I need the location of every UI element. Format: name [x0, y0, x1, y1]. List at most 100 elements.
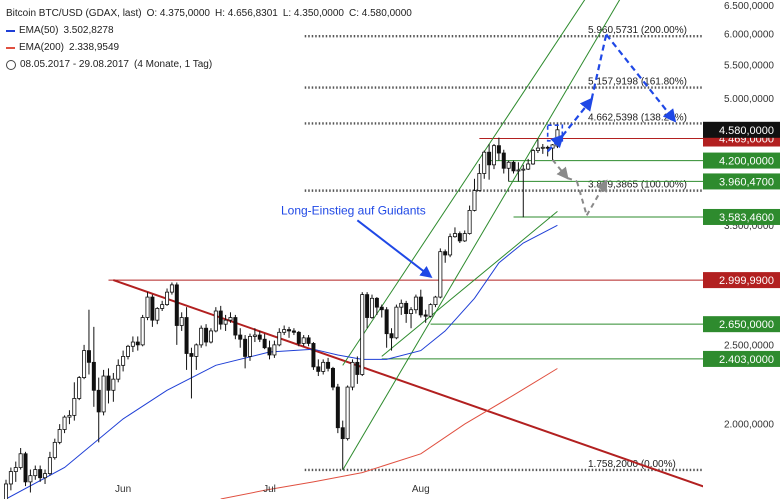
candle-body — [452, 233, 457, 238]
candle-body — [62, 416, 67, 430]
candle-body — [243, 338, 248, 357]
candle — [204, 324, 209, 347]
candle — [145, 292, 150, 321]
candle — [199, 325, 204, 348]
ema200-swatch — [6, 46, 15, 49]
legend-title-row: Bitcoin BTC/USD (GDAX, last) O: 4.375,00… — [6, 5, 412, 22]
candle-body — [189, 353, 194, 357]
candle — [272, 340, 277, 358]
candle — [350, 359, 355, 391]
candle-body — [448, 236, 453, 256]
candle — [189, 347, 194, 399]
candle — [345, 385, 350, 441]
candle-body — [433, 296, 438, 306]
candle — [521, 164, 526, 218]
candle-body — [360, 294, 365, 375]
candle-body — [218, 310, 223, 325]
candle-body — [233, 317, 238, 336]
candle-body — [457, 233, 462, 242]
candle-body — [23, 453, 28, 483]
candle — [501, 149, 506, 174]
y-tick-label: 5.000,0000 — [724, 94, 774, 105]
fib-level-label: 5.157,9198 (161.80%) — [588, 77, 687, 88]
candle — [18, 448, 23, 470]
candle — [155, 307, 160, 325]
candle-body — [291, 330, 296, 333]
candle-body — [350, 361, 355, 388]
candle — [433, 295, 438, 308]
candle-body — [33, 469, 38, 477]
candle-body — [262, 338, 267, 349]
candle-body — [511, 161, 516, 172]
candle-body — [140, 317, 145, 346]
interval: (4 Monate, 1 Tag) — [133, 59, 213, 70]
candle — [38, 465, 43, 482]
candle-body — [423, 314, 428, 317]
candle — [374, 297, 379, 315]
candle-body — [43, 473, 48, 479]
ema200-value: 2.338,9549 — [69, 42, 120, 53]
candle — [121, 350, 126, 372]
candle — [443, 249, 448, 263]
downtrend-line — [113, 279, 703, 488]
candle — [472, 178, 477, 212]
projection-blue-segment — [605, 33, 677, 123]
candle-body — [267, 347, 272, 356]
candle-body — [8, 471, 13, 485]
candle — [389, 328, 394, 351]
legend-range-row: 08.05.2017 - 29.08.2017 (4 Monate, 1 Tag… — [6, 56, 412, 73]
ema50-value: 3.502,8278 — [63, 25, 114, 36]
candle — [467, 205, 472, 235]
candle-body — [194, 344, 199, 357]
candle-body — [506, 161, 511, 169]
candle-body — [252, 334, 257, 337]
candle-body — [38, 469, 43, 479]
chart-legend: Bitcoin BTC/USD (GDAX, last) O: 4.375,00… — [6, 5, 412, 73]
candle — [160, 300, 165, 312]
candle — [4, 479, 9, 499]
candle — [369, 294, 374, 319]
candle-body — [477, 173, 482, 191]
candle — [535, 139, 540, 154]
fib-level-label: 5.960,5731 (200.00%) — [588, 25, 687, 36]
candle-body — [4, 483, 9, 499]
candle — [130, 336, 135, 353]
candle — [165, 288, 170, 306]
candle-body — [379, 306, 384, 311]
candle-body — [501, 152, 506, 169]
candle — [448, 233, 453, 258]
candle-body — [301, 337, 306, 344]
candle-body — [184, 317, 189, 354]
candle — [101, 369, 106, 416]
candle-body — [238, 334, 243, 340]
candle-body — [369, 297, 374, 318]
candle-body — [57, 429, 62, 443]
candle — [72, 382, 77, 421]
candle-body — [247, 336, 252, 357]
open-value: O: 4.375,0000 — [146, 8, 210, 19]
candle — [111, 372, 116, 402]
candle-body — [150, 296, 155, 321]
price-tag-label: 2.999,9900 — [719, 275, 774, 287]
price-tag-label: 2.403,0000 — [719, 354, 774, 366]
candle-body — [160, 304, 165, 309]
y-tick-label: 2.000,0000 — [724, 420, 774, 431]
candle — [394, 304, 399, 340]
candle-body — [208, 330, 213, 343]
annotation-text: Long-Einstieg auf Guidants — [281, 203, 426, 217]
close-value: C: 4.580,0000 — [348, 8, 412, 19]
candle-body — [82, 350, 87, 378]
candle-body — [130, 341, 135, 347]
price-tag: 4.200,0000 — [703, 152, 780, 169]
candle-body — [389, 333, 394, 339]
candle — [296, 330, 301, 347]
candle-body — [67, 414, 72, 418]
candle — [326, 357, 331, 372]
ema50-line — [5, 224, 558, 499]
candle-body — [121, 356, 126, 366]
candle — [47, 451, 52, 476]
legend-ema200-row: EMA(200) 2.338,9549 — [6, 39, 412, 56]
candle — [413, 294, 418, 314]
legend-ema50-row: EMA(50) 3.502,8278 — [6, 22, 412, 39]
candle-body — [257, 334, 262, 340]
